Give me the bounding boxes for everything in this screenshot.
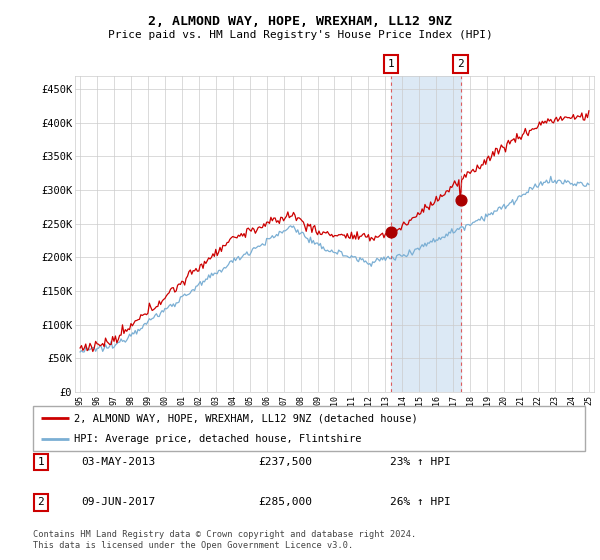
Text: This data is licensed under the Open Government Licence v3.0.: This data is licensed under the Open Gov… [33,542,353,550]
Text: 23% ↑ HPI: 23% ↑ HPI [390,457,451,467]
Text: £285,000: £285,000 [258,497,312,507]
Text: £237,500: £237,500 [258,457,312,467]
Text: 1: 1 [388,59,394,69]
Text: Price paid vs. HM Land Registry's House Price Index (HPI): Price paid vs. HM Land Registry's House … [107,30,493,40]
Point [386,227,396,236]
Point [456,195,466,204]
Text: 03-MAY-2013: 03-MAY-2013 [81,457,155,467]
Text: 2, ALMOND WAY, HOPE, WREXHAM, LL12 9NZ (detached house): 2, ALMOND WAY, HOPE, WREXHAM, LL12 9NZ (… [74,413,418,423]
Text: 26% ↑ HPI: 26% ↑ HPI [390,497,451,507]
Text: 2: 2 [37,497,44,507]
Text: HPI: Average price, detached house, Flintshire: HPI: Average price, detached house, Flin… [74,433,362,444]
Text: 2, ALMOND WAY, HOPE, WREXHAM, LL12 9NZ: 2, ALMOND WAY, HOPE, WREXHAM, LL12 9NZ [148,15,452,28]
Text: Contains HM Land Registry data © Crown copyright and database right 2024.: Contains HM Land Registry data © Crown c… [33,530,416,539]
Text: 1: 1 [37,457,44,467]
Bar [391,76,461,392]
Text: 09-JUN-2017: 09-JUN-2017 [81,497,155,507]
Text: 2: 2 [457,59,464,69]
